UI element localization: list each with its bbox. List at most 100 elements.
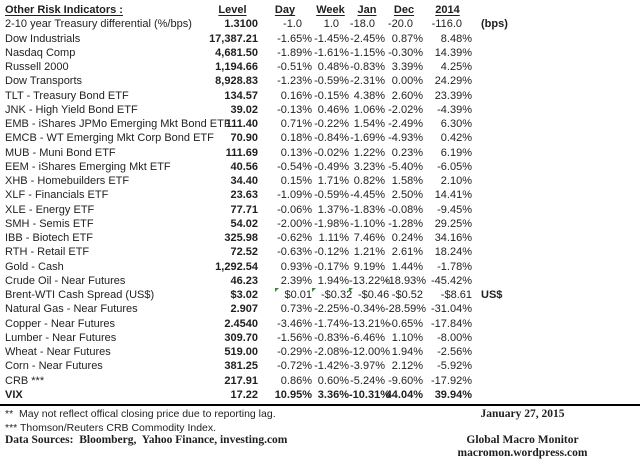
cell-jan: -0.34% <box>350 303 385 316</box>
cell-dec: -0.08% <box>388 203 423 216</box>
cell-week: 0.46% <box>317 103 349 116</box>
cell-dec: 2.61% <box>391 246 423 259</box>
cell-day: -0.62% <box>277 232 312 244</box>
cell-dec: -28.59% <box>385 303 426 316</box>
cell-y2014: 23.39% <box>434 89 472 102</box>
cell-day: -0.13% <box>277 103 312 116</box>
cell-level: 134.57 <box>224 89 258 102</box>
table-row: Wheat - Near Futures 519.00 -0.29% -2.08% -1… <box>5 345 517 359</box>
cell-jan: -5.24% <box>350 374 385 387</box>
cell-day: $0.01 <box>258 288 312 302</box>
cell-dec: -2.49% <box>388 118 423 130</box>
cell-day: -1.0 <box>283 18 302 31</box>
cell-y2014: 2.10% <box>440 175 472 187</box>
table-rows: 2-10 year Treasury differential (%/bps) 1… <box>5 17 517 402</box>
row-label: EEM - iShares Emerging Mkt ETF <box>5 160 171 173</box>
cell-week: -1.61% <box>314 46 349 59</box>
cell-jan: 7.46% <box>353 232 385 244</box>
table-row: Russell 2000 1,194.66 -0.51% 0.48% -0.83% 3.3… <box>5 60 517 74</box>
cell-week: -1.42% <box>314 360 349 373</box>
cell-dec: 1.58% <box>391 175 423 187</box>
row-label: EMCB - WT Emerging Mkt Corp Bond ETF <box>5 132 214 145</box>
cell-week: -0.84% <box>314 132 349 145</box>
row-label: XHB - Homebuilders ETF <box>5 175 130 187</box>
cell-level: 54.02 <box>230 217 258 230</box>
cell-day: 0.13% <box>280 146 312 159</box>
table-row: MUB - Muni Bond ETF 111.69 0.13% -0.02% 1.22… <box>5 146 517 160</box>
cell-level: 217.91 <box>224 374 258 387</box>
cell-day: -0.54% <box>277 160 312 173</box>
cell-level: $3.02 <box>230 289 258 301</box>
row-label: Copper - Near Futures <box>5 317 116 330</box>
cell-dec: 1.10% <box>391 331 423 344</box>
table-row: JNK - High Yield Bond ETF 39.02 -0.13% 0.46… <box>5 103 517 117</box>
cell-level: 1.3100 <box>224 18 258 31</box>
cell-dec: 1.94% <box>391 346 423 358</box>
table-row: EEM - iShares Emerging Mkt ETF 40.56 -0.54… <box>5 160 517 174</box>
table-row: TLT - Treasury Bond ETF 134.57 0.16% -0.15%… <box>5 89 517 103</box>
cell-y2014: 39.94% <box>434 388 472 401</box>
cell-jan: 9.19% <box>353 260 385 273</box>
cell-week: -0.59% <box>314 189 349 202</box>
comment-indicator-icon <box>312 288 316 292</box>
row-label: Wheat - Near Futures <box>5 346 111 358</box>
table-row: EMB - iShares JPMo Emerging Mkt Bond ETF… <box>5 117 517 131</box>
cell-y2014: 34.16% <box>434 232 472 244</box>
cell-y2014: -17.92% <box>431 374 472 387</box>
table-row: Brent-WTI Cash Spread (US$) $3.02 $0.01 -$0… <box>5 288 517 302</box>
cell-week: -1.98% <box>314 217 349 230</box>
cell-day: -1.56% <box>277 331 312 344</box>
cell-y2014: -5.92% <box>437 360 472 373</box>
cell-jan: 4.38% <box>353 89 385 102</box>
report-title: Other Risk Indicators : <box>5 4 123 16</box>
row-label: CRB *** <box>5 374 45 387</box>
cell-level: 1,292.54 <box>215 260 258 273</box>
cell-dec: 44.04% <box>385 388 423 401</box>
cell-y2014: -9.45% <box>437 203 472 216</box>
cell-dec: -4.93% <box>388 132 423 145</box>
cell-day: -0.06% <box>277 203 312 216</box>
cell-week: -0.22% <box>314 118 349 130</box>
cell-day: 0.93% <box>280 260 312 273</box>
table-row: Dow Industrials 17,387.21 -1.65% -1.45% -2.4… <box>5 32 517 46</box>
cell-y2014: -8.00% <box>437 331 472 344</box>
row-label: Nasdaq Comp <box>5 46 76 59</box>
cell-day: 10.95% <box>274 388 312 401</box>
cell-jan: 0.82% <box>353 175 385 187</box>
cell-y2014: 6.19% <box>440 146 472 159</box>
cell-y2014: -1.78% <box>437 260 472 273</box>
cell-jan: 1.21% <box>353 246 385 259</box>
cell-dec: 0.24% <box>391 232 423 244</box>
comment-indicator-icon <box>349 288 353 292</box>
footnote-reporting-lag: ** May not reflect offical closing price… <box>5 408 276 420</box>
cell-week: -$0.32 <box>312 288 352 302</box>
cell-y2014: -45.42% <box>431 274 472 287</box>
publisher-name: Global Macro Monitor <box>466 434 579 446</box>
row-label: VIX <box>5 388 23 401</box>
row-label: Natural Gas - Near Futures <box>5 303 138 316</box>
table-row: Copper - Near Futures 2.4540 -3.46% -1.74% -… <box>5 317 517 331</box>
cell-dec: 0.00% <box>391 75 423 88</box>
table-row: Crude Oil - Near Futures 46.23 2.39% 1.94% -… <box>5 274 517 288</box>
footer-divider-line <box>0 404 640 406</box>
cell-day: -3.46% <box>277 317 312 330</box>
cell-week: 1.94% <box>317 274 349 287</box>
cell-y2014: -4.39% <box>437 103 472 116</box>
table-row: IBB - Biotech ETF 325.98 -0.62% 1.11% 7.46% 0… <box>5 231 517 245</box>
cell-week: 1.0 <box>323 18 339 31</box>
cell-dec: -9.60% <box>388 374 423 387</box>
col-header-jan: Jan <box>357 4 377 16</box>
cell-jan: -1.69% <box>350 132 385 145</box>
cell-y2014: 0.42% <box>440 132 472 145</box>
cell-level: 77.71 <box>230 203 258 216</box>
cell-level: 39.02 <box>230 103 258 116</box>
cell-level: 8,928.83 <box>215 75 258 88</box>
row-label: Corn - Near Futures <box>5 360 103 373</box>
col-header-2014: 2014 <box>435 4 460 16</box>
col-header-week: Week <box>316 4 345 16</box>
table-header-row: Other Risk Indicators : Level Day Week J… <box>5 3 517 17</box>
row-label: XLE - Energy ETF <box>5 203 95 216</box>
cell-y2014: 8.48% <box>440 32 472 45</box>
cell-jan: -13.21% <box>349 317 390 330</box>
cell-y2014: -6.05% <box>437 160 472 173</box>
